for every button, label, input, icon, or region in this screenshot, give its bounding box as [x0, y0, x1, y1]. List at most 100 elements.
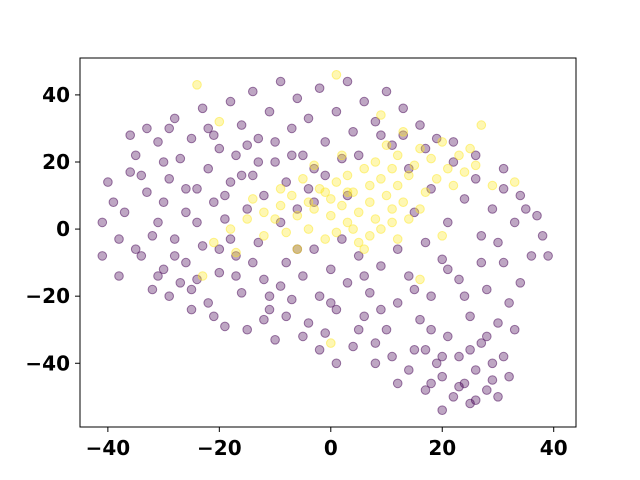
- scatter-point-s1-48: [448, 180, 459, 191]
- scatter-point-s0-133: [509, 217, 520, 228]
- scatter-point-s0-168: [426, 378, 436, 389]
- scatter-point-s1-45: [431, 174, 442, 184]
- scatter-point-s0-43: [242, 204, 252, 214]
- scatter-point-s0-20: [175, 153, 186, 164]
- scatter-point-s0-203: [370, 338, 381, 348]
- scatter-point-s1-68: [309, 160, 319, 171]
- scatter-point-s0-59: [287, 123, 297, 134]
- scatter-point-s0-170: [114, 271, 124, 281]
- scatter-point-s1-47: [443, 163, 453, 174]
- scatter-point-s0-163: [509, 324, 520, 335]
- scatter-point-s0-116: [459, 194, 470, 204]
- scatter-point-s0-171: [136, 170, 147, 181]
- scatter-point-s1-54: [487, 180, 498, 191]
- scatter-point-s0-115: [459, 378, 470, 389]
- scatter-point-s0-188: [498, 163, 509, 174]
- scatter-point-s0-84: [359, 311, 370, 322]
- scatter-point-s0-83: [359, 96, 370, 107]
- scatter-point-s0-62: [292, 93, 303, 104]
- scatter-point-s0-199: [298, 331, 308, 342]
- scatter-point-s0-4: [114, 234, 124, 244]
- scatter-point-s1-43: [420, 187, 431, 197]
- scatter-point-s0-81: [348, 127, 358, 137]
- scatter-point-s1-59: [225, 224, 236, 234]
- scatter-point-s0-183: [376, 130, 386, 140]
- scatter-point-s0-10: [142, 123, 152, 134]
- scatter-point-s0-38: [225, 96, 236, 107]
- scatter-point-s0-209: [482, 331, 492, 342]
- scatter-point-s1-27: [365, 180, 375, 191]
- scatter-point-s0-74: [331, 106, 342, 117]
- scatter-point-s0-137: [532, 210, 542, 221]
- scatter-point-s0-21: [181, 257, 191, 268]
- scatter-point-s1-11: [303, 224, 314, 234]
- scatter-point-s0-107: [437, 254, 448, 265]
- scatter-point-s0-22: [181, 207, 191, 218]
- scatter-point-s0-194: [214, 244, 225, 254]
- scatter-point-s1-31: [376, 224, 386, 234]
- scatter-point-s0-51: [264, 106, 275, 117]
- scatter-point-s0-56: [275, 76, 286, 87]
- scatter-point-s0-125: [487, 358, 498, 369]
- scatter-point-s0-142: [164, 123, 174, 134]
- scatter-point-s0-156: [392, 244, 403, 254]
- scatter-point-s0-153: [342, 190, 353, 201]
- scatter-point-s0-141: [147, 231, 158, 241]
- scatter-point-s0-46: [248, 86, 258, 97]
- scatter-point-s0-68: [309, 163, 319, 174]
- scatter-point-s0-175: [220, 190, 230, 201]
- scatter-point-s0-14: [158, 197, 169, 207]
- scatter-point-s0-89: [381, 86, 392, 97]
- plot-area-frame: [79, 57, 577, 428]
- scatter-point-s0-173: [181, 184, 191, 194]
- x-tick-label: 0: [324, 436, 338, 460]
- scatter-point-s1-23: [353, 207, 364, 218]
- scatter-point-s1-1: [214, 116, 225, 127]
- scatter-point-s1-55: [509, 177, 520, 187]
- scatter-point-s1-46: [437, 137, 448, 147]
- scatter-point-s0-130: [498, 184, 509, 194]
- scatter-point-s0-96: [404, 163, 414, 174]
- scatter-point-s1-32: [381, 190, 392, 201]
- scatter-point-s1-63: [404, 214, 414, 224]
- scatter-point-s0-41: [236, 288, 247, 298]
- x-tick-label: 20: [428, 436, 456, 460]
- scatter-point-s0-26: [192, 274, 202, 285]
- scatter-point-s1-7: [281, 227, 292, 238]
- scatter-point-s0-123: [482, 385, 492, 395]
- scatter-point-s0-64: [298, 150, 308, 161]
- scatter-point-s0-128: [493, 392, 503, 402]
- scatter-point-s1-76: [415, 204, 425, 214]
- scatter-point-s0-60: [287, 294, 297, 305]
- scatter-point-s0-155: [376, 304, 386, 315]
- scatter-point-s1-20: [342, 217, 353, 228]
- y-tick-label: 20: [42, 150, 70, 174]
- scatter-point-s0-40: [231, 150, 241, 161]
- scatter-point-s0-129: [498, 257, 509, 268]
- scatter-point-s0-207: [437, 351, 448, 362]
- scatter-point-s0-177: [253, 157, 264, 167]
- scatter-point-s0-108: [437, 371, 448, 382]
- scatter-point-s0-112: [448, 157, 459, 167]
- scatter-point-s0-160: [459, 291, 470, 302]
- scatter-point-s0-7: [130, 150, 141, 161]
- scatter-point-s0-109: [443, 217, 453, 228]
- scatter-point-s0-0: [97, 217, 108, 228]
- scatter-point-s0-15: [158, 264, 169, 275]
- scatter-point-s0-179: [287, 150, 297, 161]
- scatter-point-s1-57: [259, 207, 269, 218]
- scatter-point-s0-9: [142, 187, 152, 197]
- scatter-point-s0-18: [169, 113, 180, 124]
- scatter-point-s0-204: [387, 351, 397, 362]
- points-layer: [97, 70, 553, 416]
- scatter-point-s0-47: [253, 237, 264, 248]
- scatter-point-s1-37: [392, 180, 403, 191]
- scatter-point-s0-25: [192, 184, 202, 194]
- scatter-point-s0-86: [370, 116, 381, 127]
- scatter-point-s0-208: [465, 345, 475, 355]
- scatter-point-s0-37: [225, 177, 236, 187]
- scatter-point-s0-110: [443, 331, 453, 342]
- scatter-point-s0-149: [275, 281, 286, 291]
- scatter-point-s0-195: [231, 271, 241, 281]
- x-tick-label: −20: [197, 436, 242, 460]
